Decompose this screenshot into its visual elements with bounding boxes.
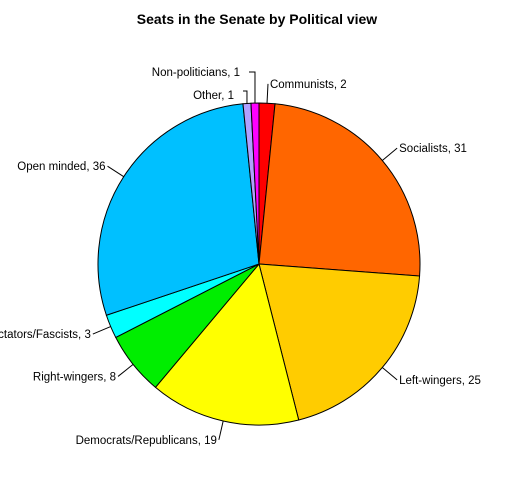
slice-labels: Communists, 2 Socialists, 31 Left-wingers,… (0, 67, 481, 447)
pie-slice-open-minded (97, 103, 260, 316)
leader-line-non-politicians (249, 71, 256, 104)
pie-slice-democrats-republicans (154, 262, 300, 426)
leader-line-socialists (382, 147, 398, 161)
slice-label-non-politicians: Non-politicians, 1 (152, 67, 240, 79)
pie-slice-socialists (258, 103, 421, 277)
chart-title: Seats in the Senate by Political view (137, 11, 378, 27)
slice-label-right-wingers: Right-wingers, 8 (33, 371, 116, 383)
slice-label-open-minded: Open minded, 36 (17, 161, 105, 173)
leader-line-other (243, 90, 248, 104)
slice-label-other: Other, 1 (193, 90, 234, 102)
slice-label-socialists: Socialists, 31 (399, 143, 467, 155)
label-leaders (92, 71, 398, 440)
pie-slice-left-wingers (258, 263, 421, 421)
leader-line-democrats-republicans (218, 420, 224, 440)
slice-label-communists: Communists, 2 (270, 79, 347, 91)
leader-line-open-minded (107, 165, 125, 178)
slice-label-dictators-fascists: Dictators/Fascists, 3 (0, 329, 91, 341)
slice-label-left-wingers: Left-wingers, 25 (399, 375, 481, 387)
leader-line-left-wingers (382, 367, 398, 381)
leader-line-right-wingers (117, 363, 134, 377)
pie-slices (97, 102, 421, 426)
slice-label-democrats-republicans: Democrats/Republicans, 19 (76, 435, 217, 447)
leader-line-dictators-fascists (92, 326, 111, 335)
leader-line-communists (266, 83, 269, 104)
